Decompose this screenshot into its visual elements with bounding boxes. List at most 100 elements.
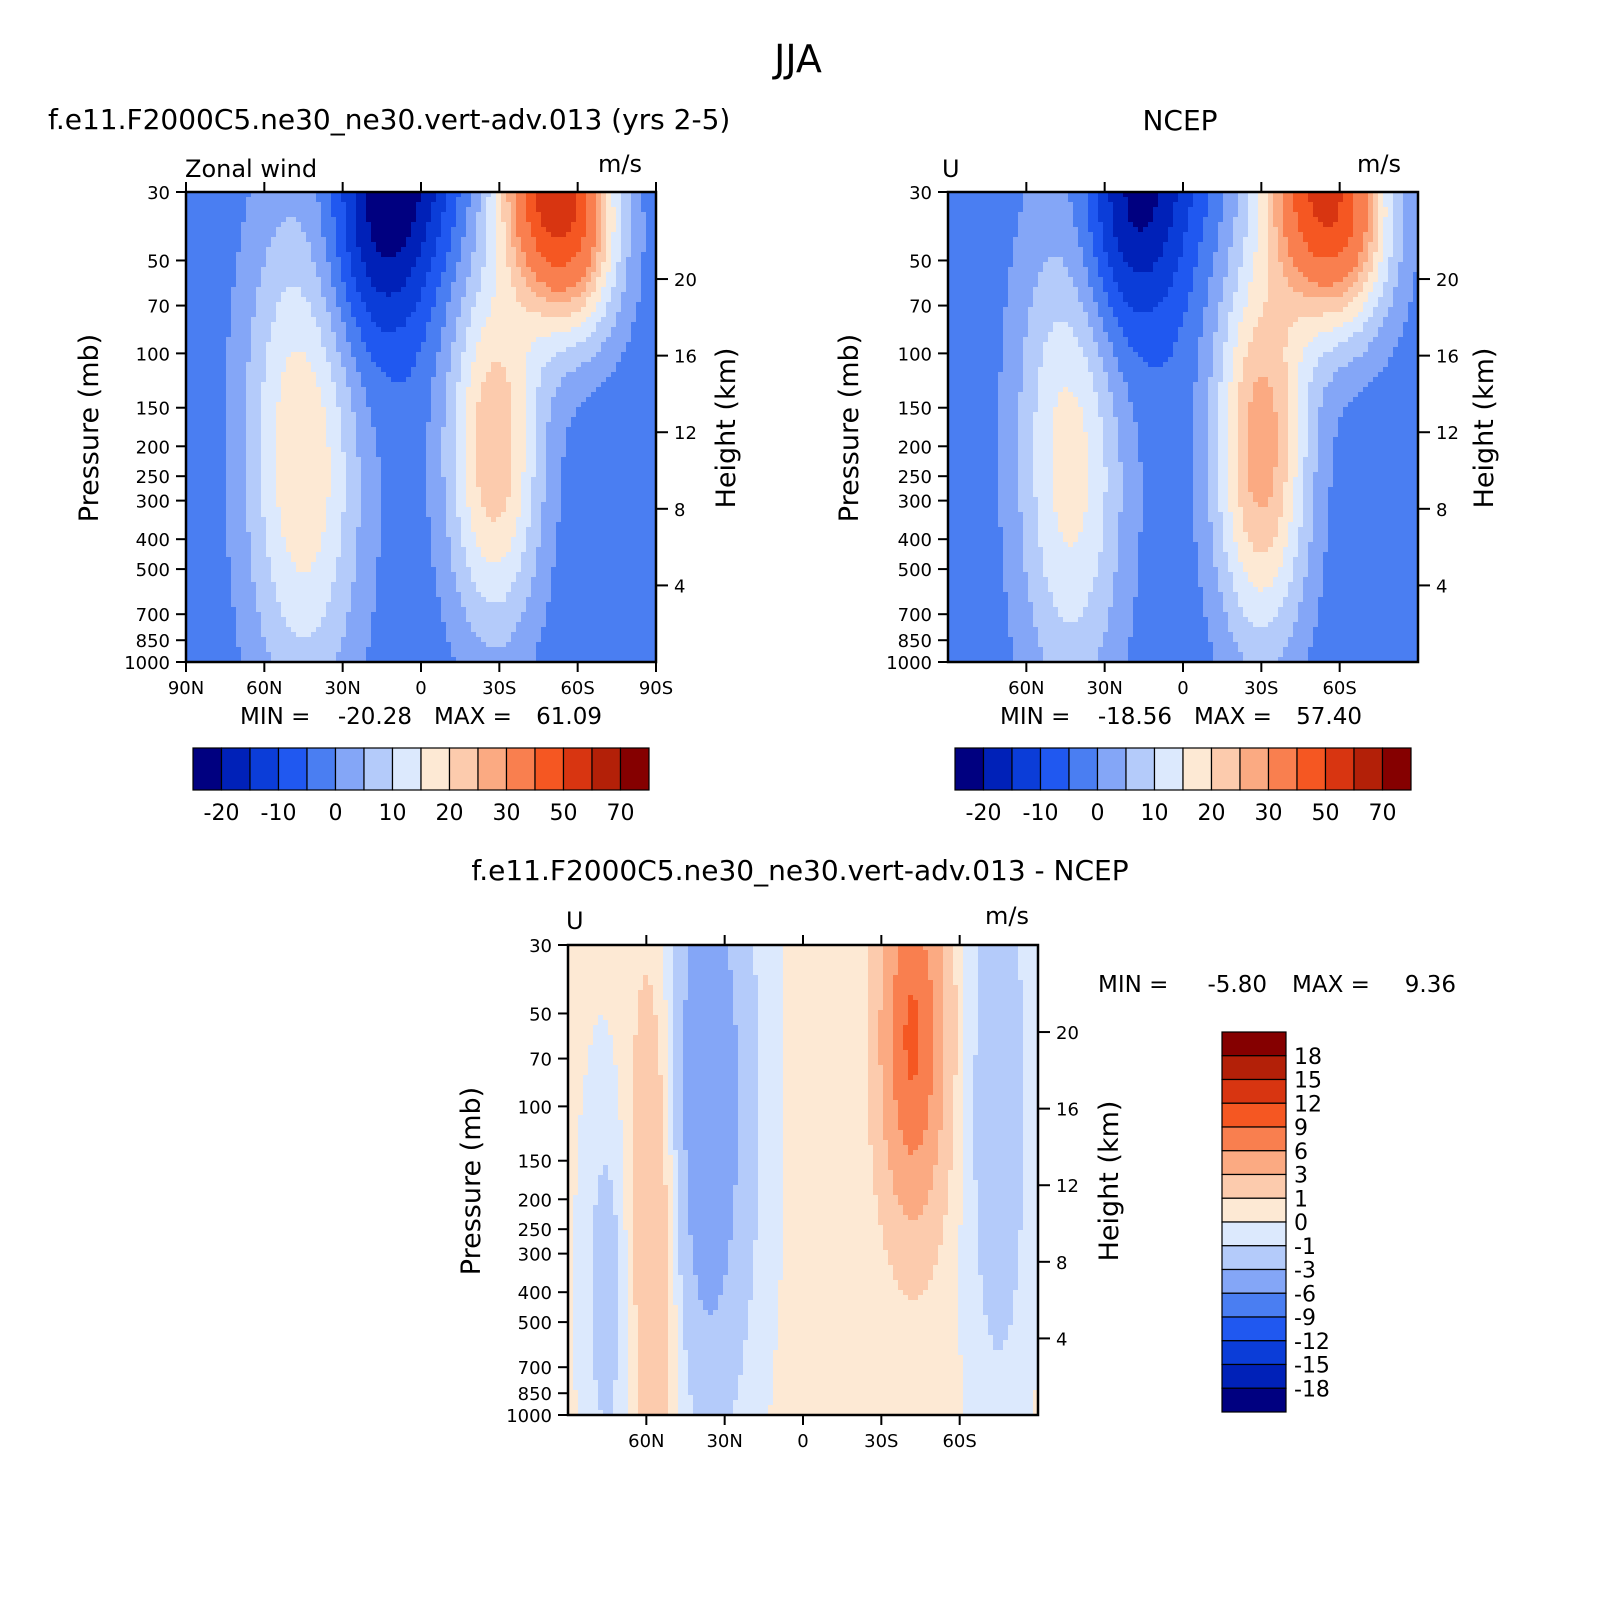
field-cell (211, 302, 217, 308)
field-cell (216, 522, 222, 528)
field-cell (196, 527, 202, 533)
field-cell (261, 377, 267, 383)
field-cell (251, 422, 257, 428)
field-cell (226, 622, 232, 628)
field-cell (236, 357, 242, 363)
field-cell (226, 462, 232, 468)
field-cell (256, 237, 262, 243)
field-cell (226, 322, 232, 328)
field-cell (206, 517, 212, 523)
field-cell (246, 517, 252, 523)
field-cell (201, 397, 207, 403)
field-cell (256, 587, 262, 593)
field-cell (211, 292, 217, 298)
field-cell (241, 362, 247, 368)
field-cell (256, 412, 262, 418)
field-cell (206, 562, 212, 568)
field-cell (221, 482, 227, 488)
field-cell (226, 572, 232, 578)
field-cell (216, 402, 222, 408)
field-cell (221, 232, 227, 238)
field-cell (211, 462, 217, 468)
field-cell (256, 497, 262, 503)
field-cell (206, 297, 212, 303)
field-cell (246, 292, 252, 298)
field-cell (246, 472, 252, 478)
field-cell (221, 572, 227, 578)
field-cell (246, 557, 252, 563)
field-cell (241, 242, 247, 248)
field-cell (206, 597, 212, 603)
field-cell (216, 567, 222, 573)
field-cell (236, 242, 242, 248)
field-cell (206, 477, 212, 483)
field-cell (231, 307, 237, 313)
field-cell (231, 572, 237, 578)
field-cell (241, 232, 247, 238)
field-cell (206, 642, 212, 648)
field-cell (216, 387, 222, 393)
field-cell (261, 352, 267, 358)
field-cell (231, 482, 237, 488)
field-cell (246, 642, 252, 648)
field-cell (251, 617, 257, 623)
field-cell (206, 652, 212, 658)
field-cell (261, 432, 267, 438)
field-cell (251, 472, 257, 478)
field-cell (256, 347, 262, 353)
field-cell (231, 652, 237, 658)
field-cell (236, 607, 242, 613)
field-cell (211, 642, 217, 648)
field-cell (191, 337, 197, 343)
field-cell (226, 592, 232, 598)
field-cell (246, 437, 252, 443)
field-cell (196, 642, 202, 648)
field-cell (216, 292, 222, 298)
field-cell (216, 257, 222, 263)
field-cell (226, 557, 232, 563)
field-cell (221, 592, 227, 598)
field-cell (216, 382, 222, 388)
field-cell (221, 607, 227, 613)
field-cell (221, 562, 227, 568)
field-cell (206, 482, 212, 488)
field-cell (216, 267, 222, 273)
field-cell (211, 297, 217, 303)
field-cell (246, 457, 252, 463)
field-cell (251, 532, 257, 538)
field-cell (201, 242, 207, 248)
field-cell (256, 322, 262, 328)
field-cell (261, 367, 267, 373)
field-cell (261, 417, 267, 423)
field-cell (221, 207, 227, 213)
field-cell (221, 487, 227, 493)
field-cell (216, 622, 222, 628)
field-cell (191, 197, 197, 203)
field-cell (226, 232, 232, 238)
field-cell (221, 422, 227, 428)
field-cell (246, 597, 252, 603)
field-cell (211, 652, 217, 658)
field-cell (206, 542, 212, 548)
field-cell (231, 582, 237, 588)
field-cell (211, 377, 217, 383)
field-cell (261, 257, 267, 263)
field-cell (236, 487, 242, 493)
field-cell (196, 647, 202, 653)
field-cell (241, 547, 247, 553)
field-cell (241, 202, 247, 208)
field-cell (251, 597, 257, 603)
field-cell (226, 487, 232, 493)
field-cell (226, 217, 232, 223)
field-cell (241, 227, 247, 233)
field-cell (241, 582, 247, 588)
field-cell (226, 302, 232, 308)
field-cell (246, 242, 252, 248)
field-cell (196, 537, 202, 543)
field-cell (206, 262, 212, 268)
field-cell (216, 457, 222, 463)
field-cell (191, 642, 197, 648)
field-cell (216, 247, 222, 253)
field-cell (221, 472, 227, 478)
field-cell (231, 517, 237, 523)
